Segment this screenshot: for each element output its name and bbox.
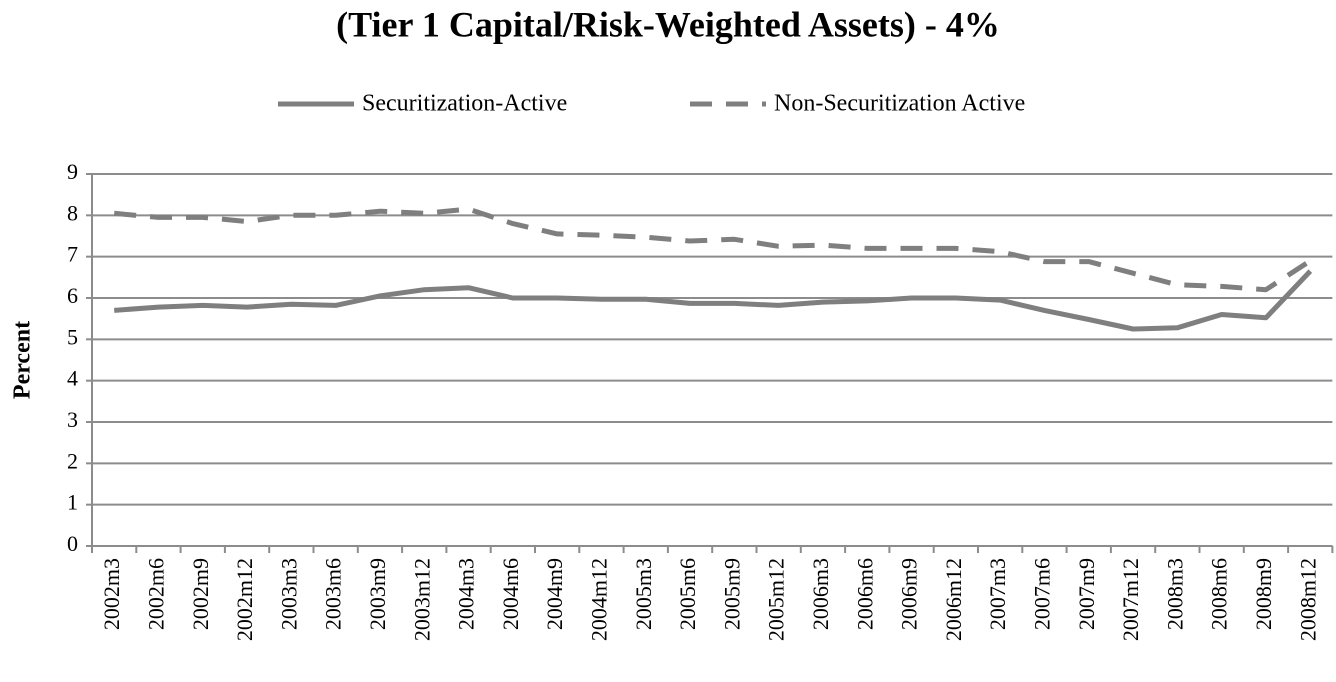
x-tick-label: 2004m6 bbox=[498, 558, 523, 630]
x-tick-label: 2006m9 bbox=[897, 558, 922, 630]
y-tick-label: 0 bbox=[67, 531, 78, 556]
x-tick-label: 2003m12 bbox=[409, 558, 434, 641]
x-tick-label: 2004m3 bbox=[454, 558, 479, 630]
chart-title: (Tier 1 Capital/Risk-Weighted Assets) - … bbox=[336, 4, 1000, 44]
x-tick-label: 2005m12 bbox=[764, 558, 789, 641]
x-tick-label: 2002m6 bbox=[143, 558, 168, 630]
x-tick-label: 2003m6 bbox=[321, 558, 346, 630]
x-tick-label: 2008m9 bbox=[1251, 558, 1276, 630]
legend-label: Securitization-Active bbox=[362, 91, 567, 117]
x-tick-label: 2007m12 bbox=[1118, 558, 1143, 641]
y-tick-label: 4 bbox=[67, 366, 78, 391]
x-tick-label: 2007m6 bbox=[1029, 558, 1054, 630]
y-axis-label: Percent bbox=[10, 321, 36, 399]
y-tick-label: 3 bbox=[67, 407, 78, 432]
x-tick-label: 2008m12 bbox=[1295, 558, 1320, 641]
y-tick-label: 5 bbox=[67, 324, 78, 349]
y-tick-label: 2 bbox=[67, 448, 78, 473]
x-tick-label: 2008m6 bbox=[1207, 558, 1232, 630]
x-tick-label: 2006m3 bbox=[808, 558, 833, 630]
series-line bbox=[114, 269, 1313, 332]
x-tick-label: 2005m3 bbox=[631, 558, 656, 630]
x-tick-label: 2002m12 bbox=[232, 558, 257, 641]
y-tick-label: 6 bbox=[67, 283, 78, 308]
x-tick-label: 2005m6 bbox=[675, 558, 700, 630]
x-tick-label: 2003m9 bbox=[365, 558, 390, 630]
x-tick-label: 2008m3 bbox=[1162, 558, 1187, 630]
x-tick-label: 2006m12 bbox=[941, 558, 966, 641]
x-tick-label: 2002m3 bbox=[99, 558, 124, 630]
y-tick-label: 9 bbox=[67, 159, 78, 184]
series-line bbox=[113, 206, 1312, 293]
legend-label: Non-Securitization Active bbox=[774, 91, 1025, 117]
y-tick-label: 1 bbox=[67, 490, 78, 515]
x-tick-label: 2002m9 bbox=[188, 558, 213, 630]
x-tick-label: 2007m3 bbox=[985, 558, 1010, 630]
x-tick-label: 2005m9 bbox=[719, 558, 744, 630]
y-tick-label: 8 bbox=[67, 200, 78, 225]
y-tick-label: 7 bbox=[67, 242, 78, 267]
x-tick-label: 2007m9 bbox=[1074, 558, 1099, 630]
x-tick-label: 2006m6 bbox=[852, 558, 877, 630]
x-tick-label: 2004m9 bbox=[542, 558, 567, 630]
x-tick-label: 2004m12 bbox=[586, 558, 611, 641]
x-tick-label: 2003m3 bbox=[276, 558, 301, 630]
